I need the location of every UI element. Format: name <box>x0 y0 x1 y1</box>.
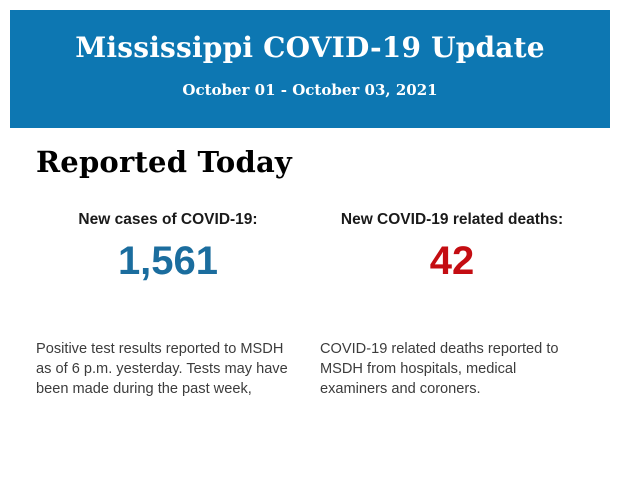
newsletter-page: Mississippi COVID-19 Update October 01 -… <box>10 10 610 399</box>
new-deaths-label: New COVID-19 related deaths: <box>340 211 564 228</box>
new-deaths-value: 42 <box>429 239 475 283</box>
new-cases-label: New cases of COVID-19: <box>78 211 258 228</box>
stat-new-cases: New cases of COVID-19: 1,561 Positive te… <box>36 211 300 399</box>
main-content: Reported Today New cases of COVID-19: 1,… <box>10 145 610 399</box>
header-banner: Mississippi COVID-19 Update October 01 -… <box>10 10 610 128</box>
new-deaths-description: COVID-19 related deaths reported to MSDH… <box>320 341 559 397</box>
section-heading: Reported Today <box>36 145 292 179</box>
page-title: Mississippi COVID-19 Update <box>75 31 545 64</box>
new-cases-value: 1,561 <box>117 239 219 283</box>
date-range: October 01 - October 03, 2021 <box>182 81 438 99</box>
new-cases-description: Positive test results reported to MSDH a… <box>36 341 288 397</box>
stat-new-deaths: New COVID-19 related deaths: 42 COVID-19… <box>320 211 584 399</box>
stats-grid: New cases of COVID-19: 1,561 Positive te… <box>36 211 584 399</box>
